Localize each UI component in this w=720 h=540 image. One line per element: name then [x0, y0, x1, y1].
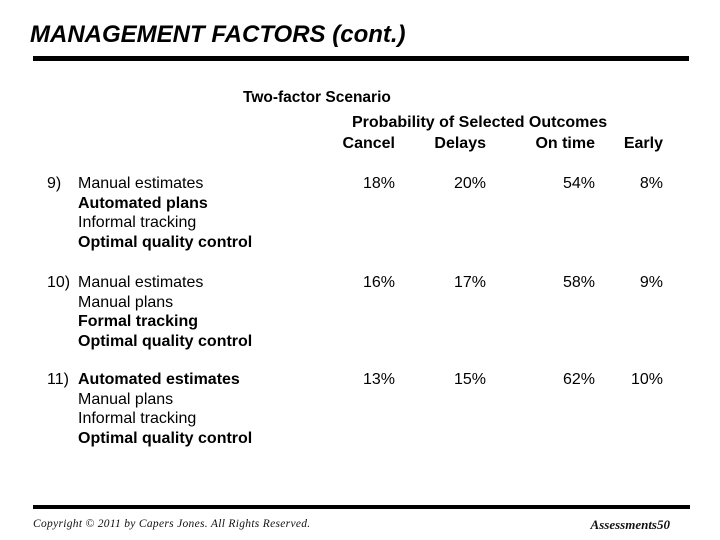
- factor-line: Manual estimates: [78, 175, 204, 192]
- row-number: 10): [47, 274, 71, 291]
- column-header-early: Early: [623, 135, 663, 152]
- copyright-text: Copyright © 2011 by Capers Jones. All Ri…: [33, 518, 311, 530]
- value-delays: 20%: [453, 175, 486, 192]
- scenario-row-10: 10) Manual estimates Manual plans Formal…: [0, 273, 720, 353]
- factor-line: Optimal quality control: [78, 332, 253, 350]
- value-delays: 15%: [453, 371, 486, 388]
- value-early: 9%: [639, 274, 663, 291]
- table-group-header: Probability of Selected Outcomes: [352, 114, 608, 131]
- scenario-row-9: 9) Manual estimates Automated plans Info…: [0, 174, 720, 254]
- factor-lines: Automated estimates Manual plans Informa…: [78, 370, 252, 448]
- value-on-time: 54%: [562, 175, 595, 192]
- column-header-on-time: On time: [535, 135, 595, 152]
- factor-line: Optimal quality control: [78, 233, 253, 251]
- factor-line: Formal tracking: [78, 313, 199, 330]
- factor-line: Manual plans: [78, 293, 174, 311]
- value-on-time: 62%: [562, 371, 595, 388]
- footer-rule: [33, 505, 690, 509]
- value-early: 8%: [639, 175, 663, 192]
- page-number-label: Assessments50: [590, 517, 670, 532]
- factor-line: Informal tracking: [78, 410, 197, 427]
- value-cancel: 18%: [362, 175, 395, 192]
- section-heading: Two-factor Scenario: [243, 89, 391, 106]
- column-header-cancel: Cancel: [342, 135, 395, 152]
- factor-line: Informal tracking: [78, 214, 197, 231]
- value-early: 10%: [630, 371, 663, 388]
- row-number: 9): [47, 175, 62, 192]
- row-number: 11): [47, 371, 69, 388]
- column-header-row: Cancel Delays On time Early: [0, 134, 720, 154]
- slide-title: MANAGEMENT FACTORS (cont.): [30, 21, 406, 48]
- factor-lines: Manual estimates Manual plans Formal tra…: [78, 273, 252, 351]
- value-delays: 17%: [453, 274, 486, 291]
- factor-line: Manual plans: [78, 390, 174, 408]
- column-header-delays: Delays: [434, 135, 486, 152]
- factor-line: Automated estimates: [78, 371, 240, 388]
- scenario-row-11: 11) Automated estimates Manual plans Inf…: [0, 370, 720, 450]
- factor-line: Automated plans: [78, 194, 208, 212]
- factor-line: Manual estimates: [78, 274, 204, 291]
- factor-line: Optimal quality control: [78, 429, 253, 447]
- title-underline-rule: [33, 56, 689, 61]
- factor-lines: Manual estimates Automated plans Informa…: [78, 174, 252, 252]
- value-on-time: 58%: [562, 274, 595, 291]
- value-cancel: 13%: [362, 371, 395, 388]
- value-cancel: 16%: [362, 274, 395, 291]
